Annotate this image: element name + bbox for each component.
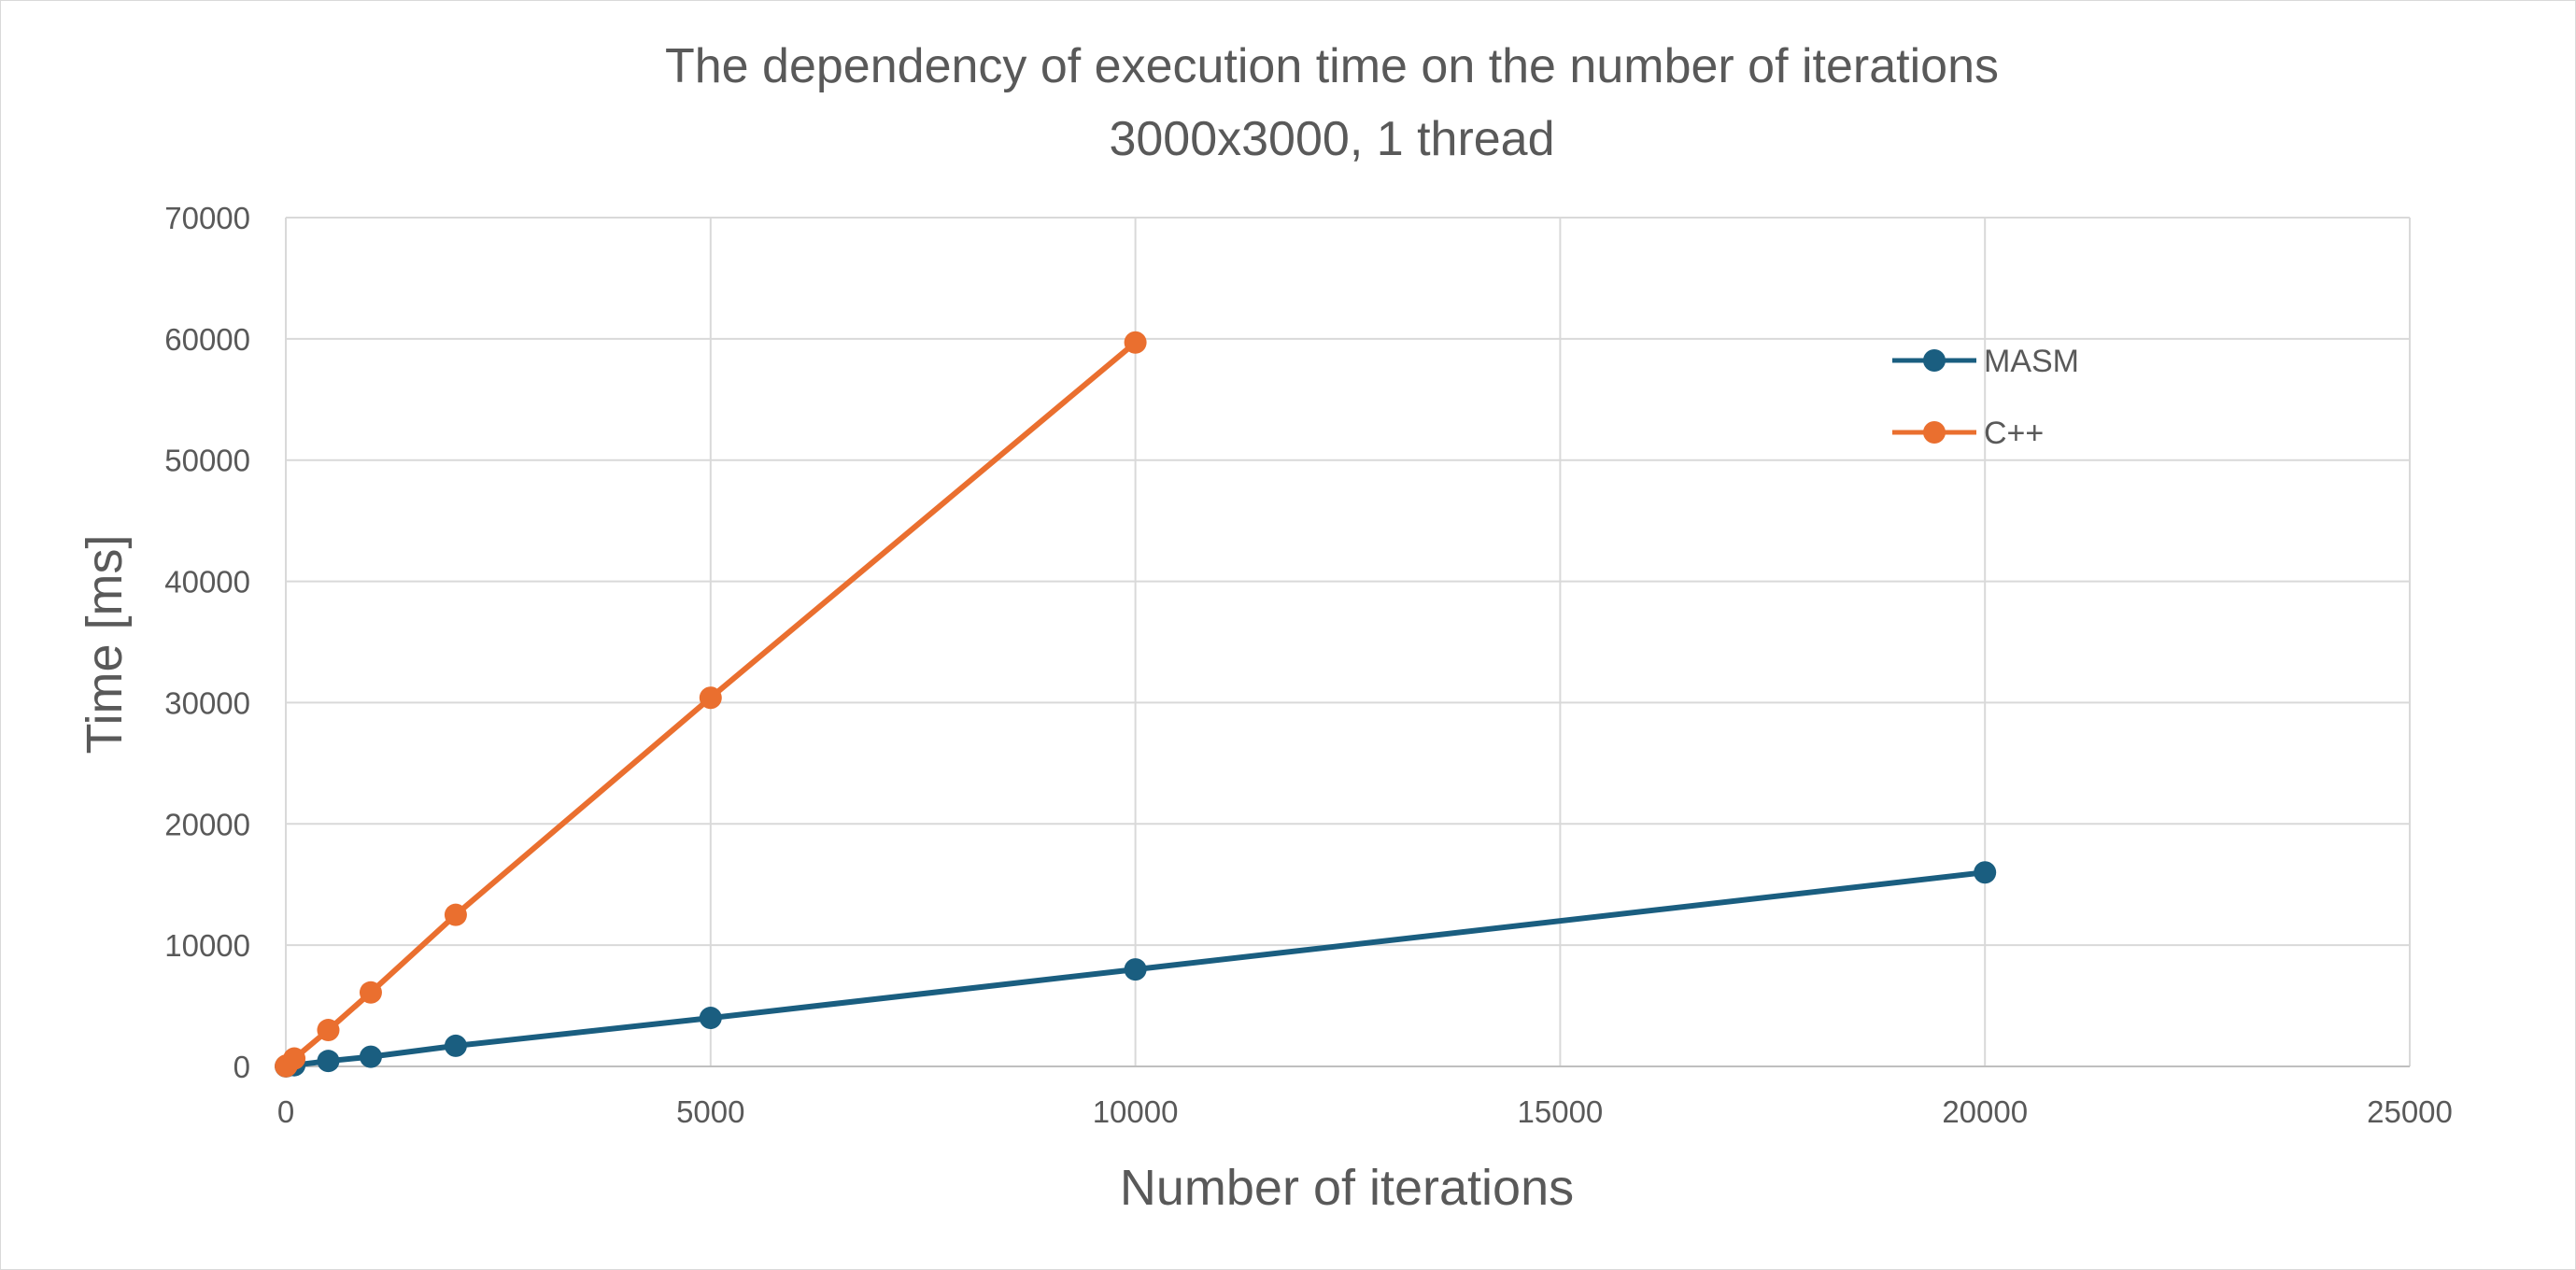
legend-label-masm: MASM bbox=[1984, 344, 2079, 379]
x-axis-title: Number of iterations bbox=[1120, 1160, 1574, 1216]
data-point bbox=[317, 1019, 340, 1042]
y-tick-label: 60000 bbox=[164, 322, 250, 357]
x-tick-label: 25000 bbox=[2367, 1094, 2453, 1129]
x-tick-label: 15000 bbox=[1518, 1094, 1604, 1129]
data-series bbox=[275, 331, 1997, 1078]
y-tick-label: 70000 bbox=[164, 201, 250, 235]
x-tick-label: 5000 bbox=[676, 1094, 744, 1129]
data-point bbox=[1974, 861, 1997, 884]
y-tick-label: 40000 bbox=[164, 565, 250, 600]
chart-subtitle: 3000x3000, 1 thread bbox=[1109, 112, 1554, 166]
x-tick-label: 10000 bbox=[1093, 1094, 1179, 1129]
x-tick-label: 20000 bbox=[1942, 1094, 2028, 1129]
x-tick-label: 0 bbox=[277, 1094, 294, 1129]
x-tick-labels: 0 5000 10000 15000 20000 25000 bbox=[277, 1094, 2453, 1129]
data-point bbox=[359, 1045, 382, 1068]
legend-label-cpp: C++ bbox=[1984, 416, 2044, 451]
data-point bbox=[359, 981, 382, 1004]
y-tick-label: 30000 bbox=[164, 685, 250, 720]
data-point bbox=[1124, 331, 1147, 354]
series-c- bbox=[275, 331, 1147, 1078]
legend: MASM C++ bbox=[1892, 344, 2079, 451]
data-point bbox=[1124, 958, 1147, 981]
y-tick-label: 20000 bbox=[164, 807, 250, 841]
data-point bbox=[444, 1034, 467, 1057]
legend-marker-masm bbox=[1923, 349, 1946, 372]
data-point bbox=[699, 1007, 722, 1030]
y-tick-label: 0 bbox=[234, 1050, 250, 1084]
y-tick-label: 10000 bbox=[164, 928, 250, 963]
legend-item-masm: MASM bbox=[1892, 344, 2079, 379]
y-axis-title: Time [ms] bbox=[77, 535, 133, 755]
y-tick-labels: 0 10000 20000 30000 40000 50000 60000 70000 bbox=[164, 201, 250, 1084]
legend-item-cpp: C++ bbox=[1892, 416, 2044, 451]
data-point bbox=[283, 1047, 306, 1070]
axes bbox=[285, 218, 2410, 1067]
chart-title: The dependency of execution time on the … bbox=[665, 39, 1999, 93]
data-point bbox=[699, 686, 722, 710]
legend-marker-cpp bbox=[1923, 421, 1946, 444]
y-tick-label: 50000 bbox=[164, 444, 250, 478]
data-point bbox=[317, 1050, 340, 1073]
data-point bbox=[444, 903, 467, 926]
grid-lines bbox=[286, 217, 2411, 1066]
